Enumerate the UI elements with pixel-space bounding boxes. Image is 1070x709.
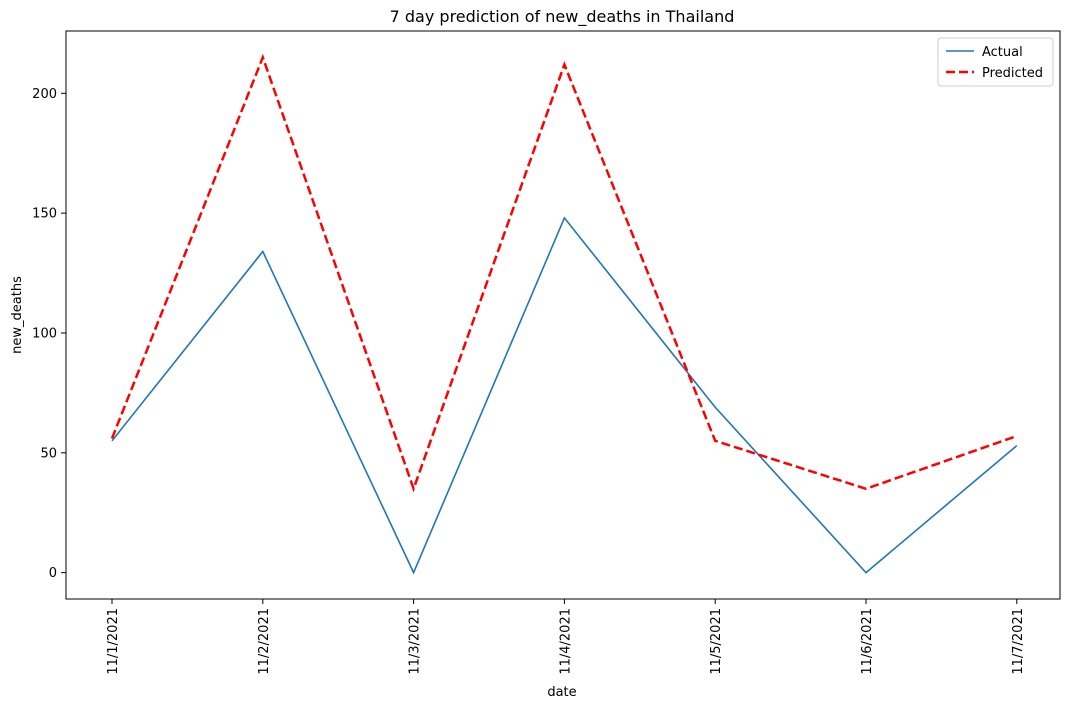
- x-axis: 11/1/2021 11/2/2021 11/3/2021 11/4/2021 11/5…: [106, 599, 1026, 675]
- y-tick-label: 200: [32, 87, 57, 102]
- legend-box: [937, 37, 1054, 87]
- x-tick-label: 11/1/2021: [106, 608, 121, 675]
- y-tick-label: 0: [49, 566, 57, 581]
- x-tick-label: 11/4/2021: [558, 608, 573, 675]
- x-tick-label: 11/2/2021: [257, 608, 272, 675]
- legend: Actual Predicted: [937, 37, 1054, 87]
- legend-label: Predicted: [982, 66, 1043, 81]
- y-tick-label: 150: [32, 207, 57, 222]
- y-tick-label: 50: [40, 446, 57, 461]
- legend-label: Actual: [982, 45, 1023, 60]
- x-axis-label: date: [547, 685, 576, 700]
- series-line-actual: [111, 216, 1018, 575]
- x-tick-label: 11/6/2021: [860, 608, 875, 675]
- y-tick-label: 100: [32, 326, 57, 341]
- y-axis: 0 50 100 150 200: [32, 87, 66, 581]
- series-line-predicted: [110, 53, 1018, 493]
- plot-frame: [65, 30, 1061, 600]
- y-axis-label: new_deaths: [10, 276, 25, 354]
- chart-title: 7 day prediction of new_deaths in Thaila…: [390, 7, 735, 27]
- x-tick-label: 11/5/2021: [709, 608, 724, 675]
- x-tick-label: 11/3/2021: [408, 608, 423, 675]
- x-tick-label: 11/7/2021: [1011, 608, 1026, 675]
- plot-area: [110, 53, 1018, 575]
